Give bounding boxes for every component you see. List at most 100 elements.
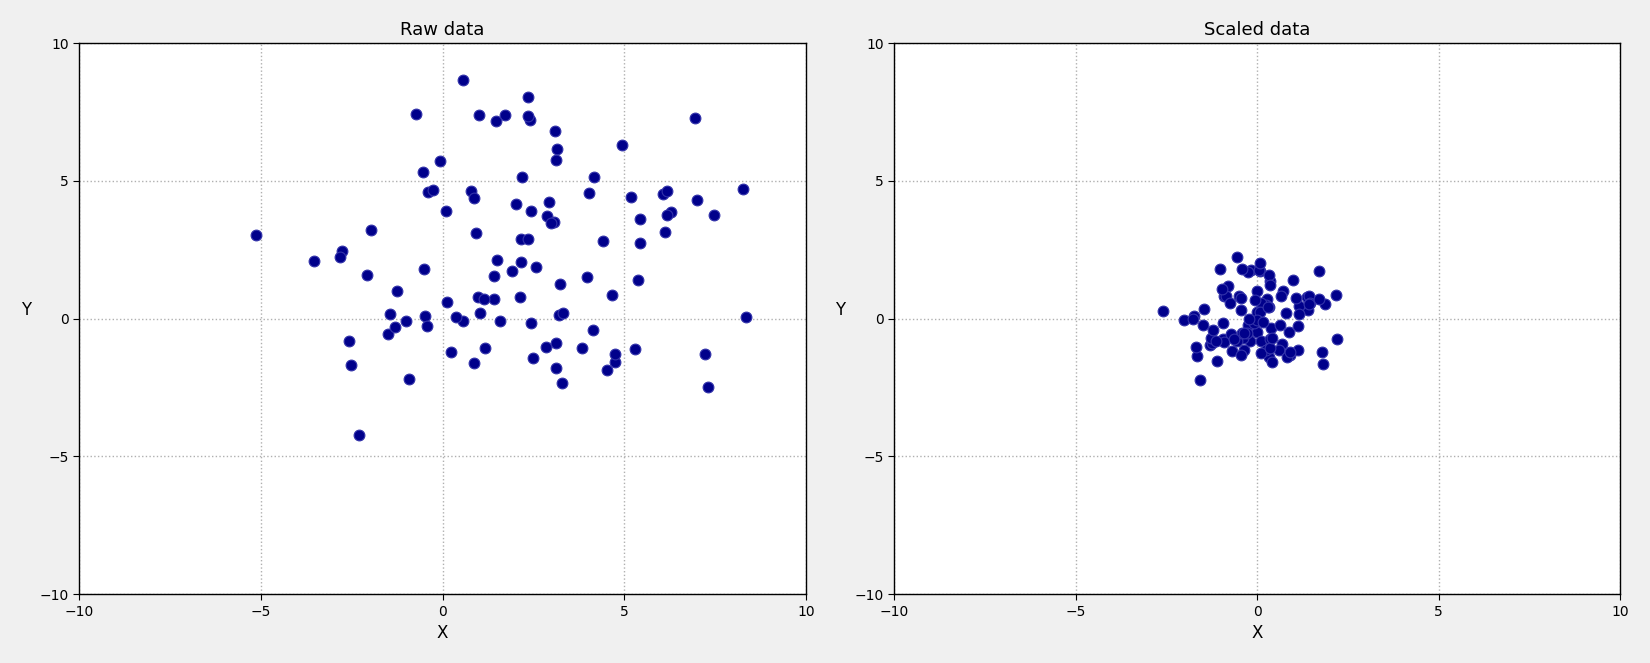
Point	[1295, 299, 1322, 310]
Point	[601, 348, 627, 359]
Point	[1204, 355, 1231, 366]
Point	[1266, 345, 1292, 355]
Point	[500, 266, 526, 276]
Point	[1190, 320, 1216, 330]
Point	[465, 109, 492, 120]
X-axis label: X: X	[437, 624, 449, 642]
Point	[548, 279, 574, 290]
Point	[569, 343, 596, 353]
Point	[544, 144, 571, 154]
Point	[1295, 305, 1322, 316]
Point	[1209, 333, 1236, 344]
Point	[1229, 328, 1256, 338]
Point	[419, 185, 446, 196]
Point	[480, 294, 507, 304]
Point	[483, 254, 510, 265]
Point	[1214, 280, 1241, 291]
Point	[457, 186, 483, 196]
Point	[543, 362, 569, 373]
Point	[1228, 305, 1254, 316]
Point	[1226, 290, 1252, 301]
Point	[520, 353, 546, 363]
Point	[300, 256, 327, 267]
Point	[1246, 307, 1272, 318]
Point	[1198, 333, 1224, 343]
Point	[1285, 300, 1312, 311]
Point	[1323, 290, 1350, 300]
Point	[450, 316, 477, 326]
Point	[1284, 345, 1310, 355]
Point	[591, 235, 617, 246]
Point	[546, 310, 573, 320]
Point	[482, 271, 508, 281]
Point	[658, 206, 685, 217]
Point	[574, 272, 601, 282]
Point	[376, 308, 403, 319]
Point	[652, 227, 678, 237]
Point	[337, 335, 363, 346]
Point	[543, 338, 569, 349]
Point	[1236, 335, 1262, 346]
Point	[375, 329, 401, 339]
Point	[462, 227, 488, 238]
Point	[541, 217, 568, 227]
Point	[1275, 327, 1302, 337]
Point	[434, 297, 460, 308]
Point	[1254, 294, 1280, 305]
Point	[515, 111, 541, 121]
Point	[1229, 264, 1256, 274]
Y-axis label: Y: Y	[835, 301, 845, 319]
Point	[1238, 265, 1264, 275]
Point	[1308, 347, 1335, 357]
Point	[624, 274, 650, 285]
Point	[1256, 351, 1282, 362]
Point	[1284, 293, 1310, 304]
Point	[1270, 286, 1297, 296]
Point	[358, 224, 384, 235]
Point	[1180, 311, 1206, 322]
Point	[338, 360, 365, 371]
Point	[1256, 301, 1282, 312]
Point	[1323, 334, 1350, 345]
Point	[403, 108, 429, 119]
Point	[427, 156, 454, 166]
Point	[1200, 325, 1226, 335]
Point	[538, 218, 564, 229]
Point	[470, 294, 497, 304]
Point	[1305, 265, 1332, 276]
Point	[1242, 295, 1269, 306]
Point	[1307, 294, 1333, 304]
Point	[1191, 304, 1218, 314]
Point	[1297, 298, 1323, 308]
Point	[483, 115, 510, 126]
Point	[1259, 357, 1285, 367]
Y-axis label: Y: Y	[21, 301, 31, 319]
Point	[515, 233, 541, 244]
Point	[516, 114, 543, 125]
Point	[1234, 320, 1261, 330]
Point	[432, 206, 459, 216]
Point	[515, 91, 541, 102]
Point	[1200, 337, 1226, 348]
Point	[1249, 348, 1275, 359]
Point	[1247, 298, 1274, 308]
Title: Raw data: Raw data	[401, 21, 485, 39]
Point	[1231, 328, 1257, 338]
Point	[535, 211, 561, 221]
Point	[1257, 323, 1284, 333]
Point	[492, 110, 518, 121]
Point	[1247, 336, 1274, 347]
Point	[409, 166, 436, 177]
Point	[1211, 291, 1238, 302]
Point	[729, 184, 756, 194]
Point	[1236, 267, 1262, 277]
Point	[465, 292, 492, 302]
Point	[1257, 333, 1284, 344]
Point	[1231, 345, 1257, 355]
Point	[543, 155, 569, 166]
Point	[599, 290, 625, 301]
Point	[653, 210, 680, 221]
Point	[327, 251, 353, 262]
Point	[733, 312, 759, 322]
X-axis label: X: X	[1251, 624, 1262, 642]
